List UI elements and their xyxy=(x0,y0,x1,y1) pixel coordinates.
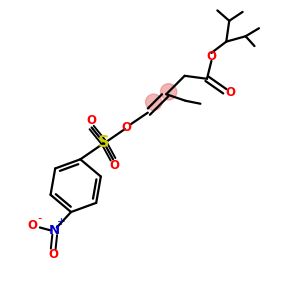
Text: O: O xyxy=(48,248,58,261)
Text: -: - xyxy=(37,212,41,225)
Text: O: O xyxy=(206,50,216,63)
Text: O: O xyxy=(226,86,236,99)
Ellipse shape xyxy=(160,84,177,100)
Text: O: O xyxy=(122,121,131,134)
Text: O: O xyxy=(28,220,38,232)
Ellipse shape xyxy=(146,94,162,110)
Text: N: N xyxy=(49,224,60,237)
Text: O: O xyxy=(87,115,97,128)
Text: O: O xyxy=(110,159,119,172)
Text: +: + xyxy=(57,217,66,227)
Text: S: S xyxy=(98,136,110,151)
